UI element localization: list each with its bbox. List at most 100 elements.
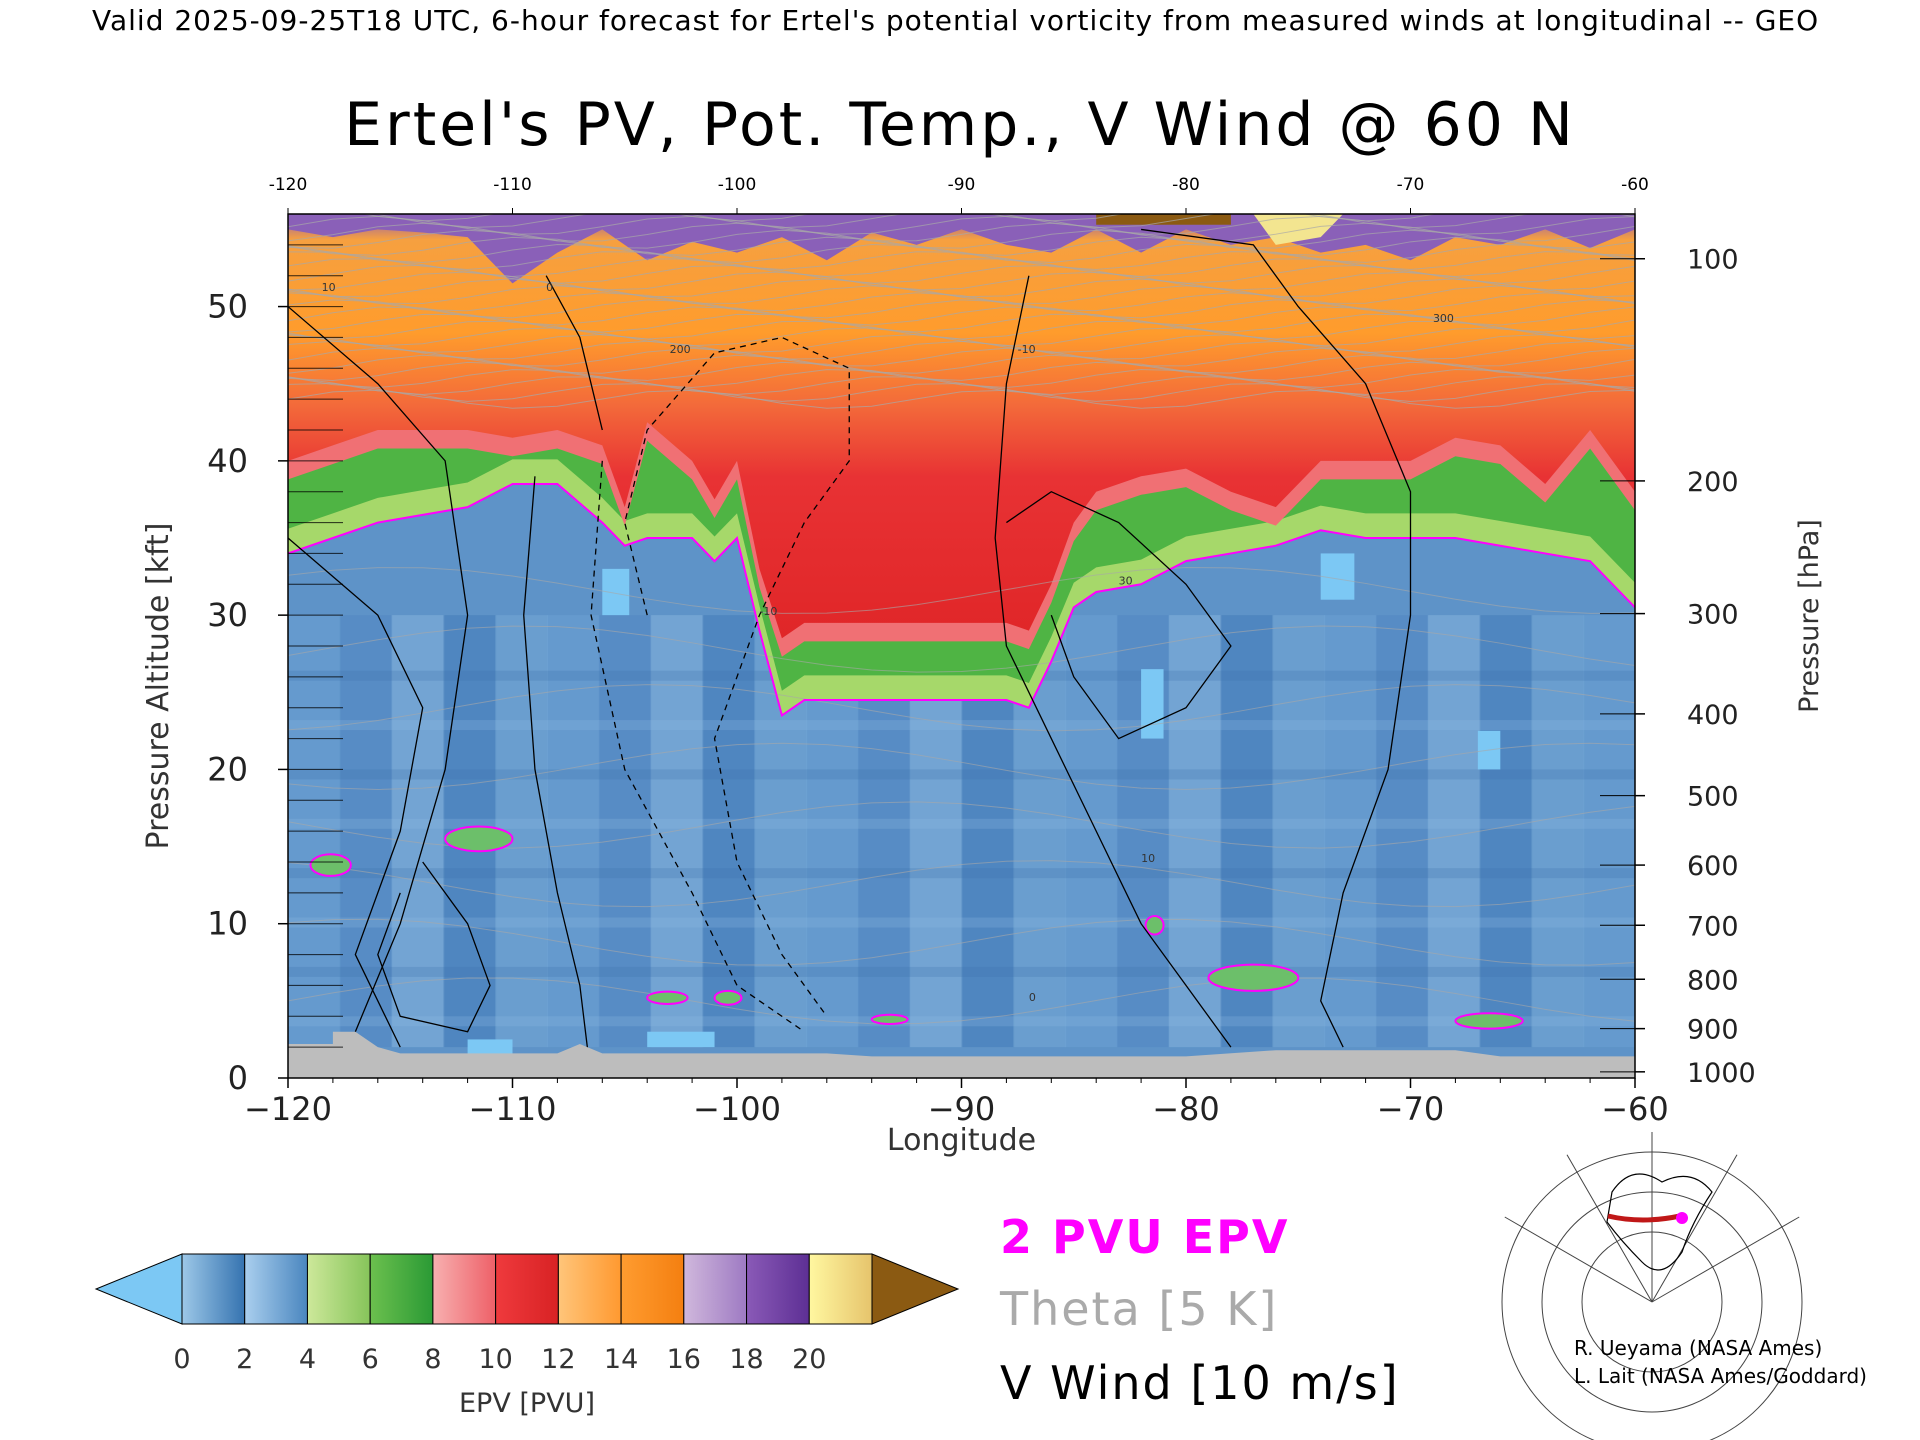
legend-theta-label: Theta [5 K]: [1000, 1282, 1279, 1336]
contour-label: -10: [759, 605, 777, 618]
epv-island: [646, 990, 689, 1005]
contour-overlay: 10 0 -10 30 -10 10 0 300 200: [288, 214, 1635, 1078]
v-wind-contour: [377, 861, 491, 1033]
contour-label: 0: [546, 281, 553, 294]
v-wind-contour: [288, 537, 424, 1048]
v-wind-contour: [624, 336, 850, 1017]
epv-island: [870, 1013, 909, 1025]
epv-field: [288, 214, 1635, 1078]
pressure-tick-label: 500: [1687, 782, 1739, 813]
pressure-tick-label: 100: [1687, 245, 1739, 276]
epv-island: [1207, 963, 1300, 992]
theta-contour: [288, 306, 1635, 326]
theta-contour: [288, 236, 1635, 256]
x-top-tick-label: -110: [493, 175, 532, 195]
x-top-tick-label: -100: [718, 175, 757, 195]
x-top-tick-label: -70: [1397, 175, 1425, 195]
pressure-tick-label: 400: [1687, 700, 1739, 731]
map-meridian: [1566, 1154, 1653, 1303]
legend-epv-label: 2 PVU EPV: [1000, 1210, 1290, 1264]
y-tick-label: 50: [207, 288, 248, 326]
troposphere-band: [1324, 615, 1377, 1048]
troposphere-band: [1583, 615, 1635, 1048]
troposphere-band: [598, 615, 652, 1048]
colorbar-bin: [432, 1253, 497, 1325]
stratosphere-fill: [288, 214, 1635, 639]
troposphere-layer: [288, 966, 1635, 977]
troposphere-band: [1531, 615, 1585, 1048]
contour-label: -10: [1018, 343, 1036, 356]
map-marker: [1676, 1212, 1688, 1224]
colorbar-bin: [369, 1253, 434, 1325]
map-meridian: [1504, 1216, 1653, 1303]
troposphere-layer: [288, 769, 1635, 780]
x-tick-label: −120: [244, 1090, 332, 1128]
contour-label: 10: [1141, 852, 1155, 865]
y-tick-label: 0: [228, 1059, 248, 1097]
x-tick-label: −90: [928, 1090, 996, 1128]
x-top-tick-label: -80: [1172, 175, 1200, 195]
epv-island: [309, 853, 352, 877]
colorbar-tick-label: 4: [299, 1344, 316, 1375]
colorbar-bin: [620, 1253, 685, 1325]
contour-label: 0: [1029, 991, 1036, 1004]
troposphere-band: [339, 615, 393, 1048]
pressure-tick-label: 1000: [1687, 1058, 1756, 1089]
pressure-tick-label: 900: [1687, 1015, 1739, 1046]
v-wind-contour: [523, 476, 592, 1078]
theta-contour: [288, 918, 1635, 966]
pressure-tick-label: 700: [1687, 911, 1739, 942]
x-tick-label: −70: [1377, 1090, 1445, 1128]
pressure-tick-label: 200: [1687, 467, 1739, 498]
y-axis-label-right: Pressure [hPa]: [1794, 519, 1825, 713]
map-meridian: [1651, 1154, 1738, 1303]
contour-label: 10: [322, 281, 336, 294]
colorbar-under-arrow: [94, 1253, 183, 1325]
x-tick-label: −100: [693, 1090, 781, 1128]
colorbar-bin: [495, 1253, 559, 1325]
theta-contour: [369, 214, 1635, 229]
theta-contour: [288, 368, 1635, 389]
colorbar-bin: [244, 1253, 308, 1325]
theta-contour: [288, 313, 1635, 333]
theta-contour: [288, 229, 1635, 249]
colorbar-tick-label: 8: [424, 1344, 441, 1375]
colorbar-tick-label: 2: [236, 1344, 253, 1375]
theta-contour: [288, 625, 1635, 673]
contour-label: 300: [1433, 312, 1454, 325]
troposphere-band: [1427, 615, 1481, 1048]
troposphere-band: [1479, 615, 1533, 1048]
colorbar-bin: [808, 1253, 873, 1325]
pv-over-max-patch: [1096, 214, 1231, 225]
colorbar-tick-label: 20: [792, 1344, 826, 1375]
theta-contour: [288, 361, 1635, 381]
x-axis-label: Longitude: [887, 1123, 1036, 1158]
theta-contour: [288, 215, 1635, 235]
theta-contour: [288, 264, 1635, 284]
troposphere-band: [1065, 615, 1118, 1048]
negative-pv-patch: [467, 1039, 513, 1055]
theta-contour: [288, 389, 1635, 409]
y-axis-label-left: Pressure Altitude [kft]: [141, 523, 176, 850]
contour-label: 30: [1119, 574, 1133, 587]
x-tick-label: −80: [1152, 1090, 1220, 1128]
troposphere-layer: [288, 818, 1635, 829]
colorbar: 0 2 4 6 8 10 12 14 16 18 20 EPV [PVU]: [94, 1253, 960, 1419]
v-wind-contour: [994, 275, 1232, 1048]
theta-contour: [288, 258, 1635, 277]
map-meridian: [1651, 1216, 1800, 1303]
theta-contour: [288, 327, 1635, 347]
colorbar-tick-label: 16: [667, 1344, 701, 1375]
theta-contour: [288, 292, 1635, 312]
colorbar-tick-label: 0: [173, 1344, 190, 1375]
v-wind-contour: [1006, 490, 1232, 740]
contour-label: 200: [670, 343, 691, 356]
y-tick-label: 30: [207, 596, 248, 634]
negative-pv-patch: [1141, 669, 1164, 739]
terrain: [288, 1031, 1635, 1078]
epv-island: [1144, 915, 1165, 936]
epv-island: [444, 825, 514, 853]
epv-2pvu-contour: [288, 483, 1635, 718]
colorbar-tick-label: 6: [362, 1344, 379, 1375]
